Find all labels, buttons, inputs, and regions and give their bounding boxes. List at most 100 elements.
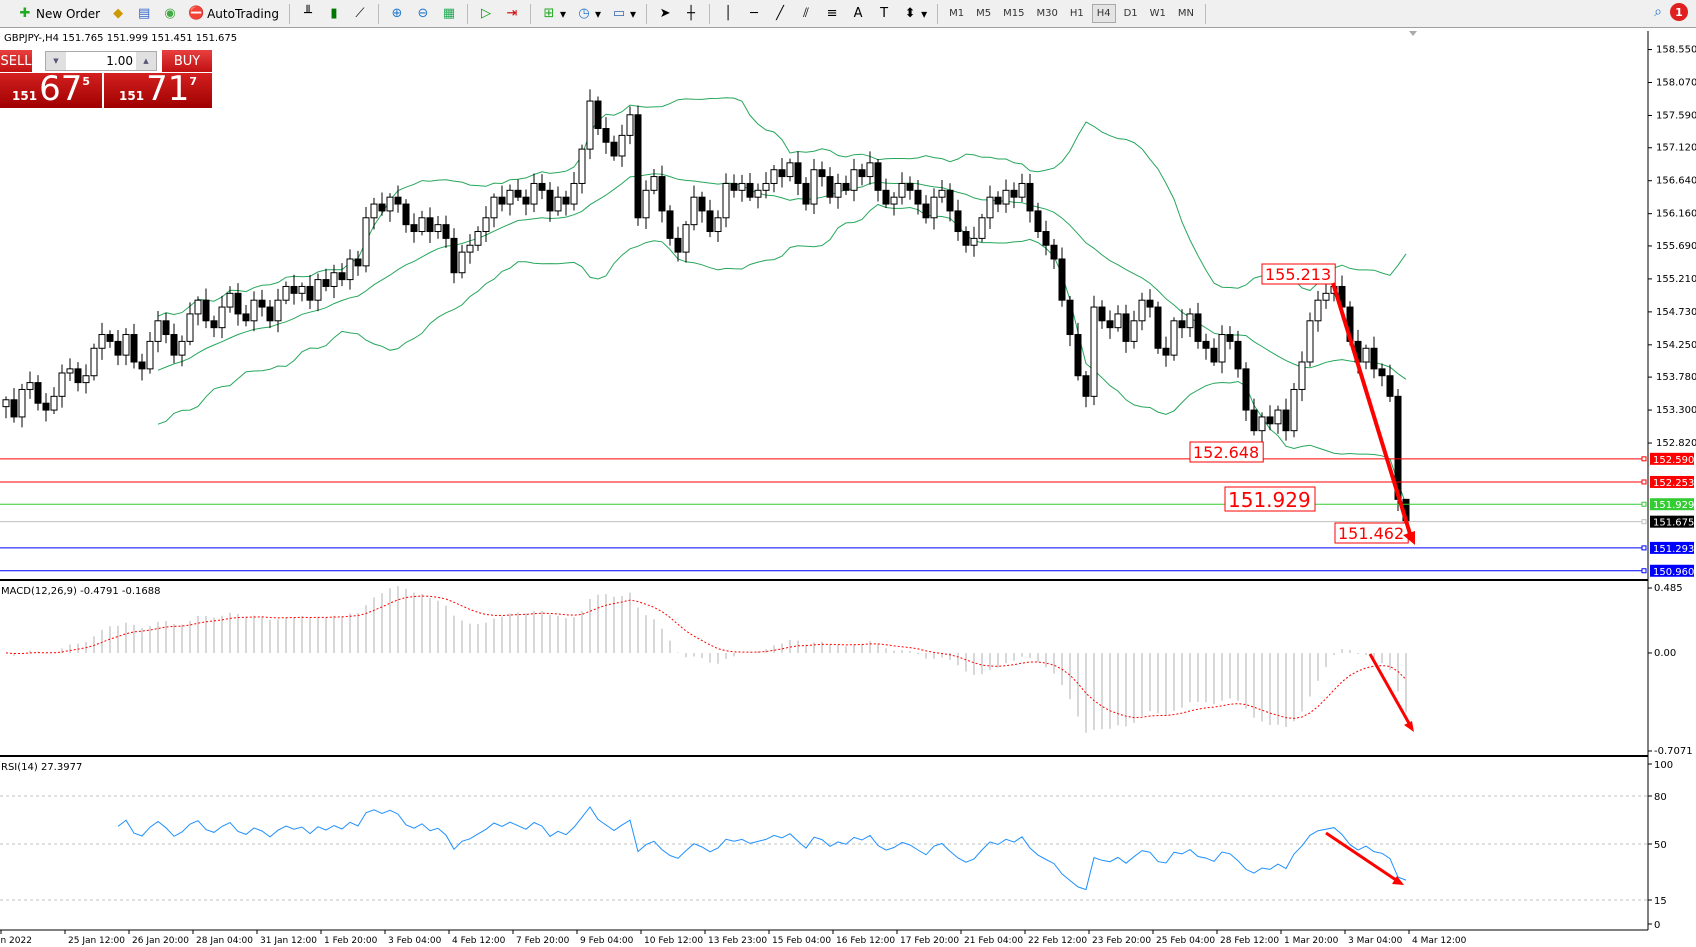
- candle-body: [1098, 306, 1106, 322]
- signals-button[interactable]: ◉: [159, 3, 181, 25]
- candlestick-button[interactable]: ▮: [323, 3, 345, 25]
- tile-windows-button[interactable]: ▦: [438, 3, 460, 25]
- candle: [178, 335, 186, 367]
- increase-lot-icon[interactable]: ▲: [136, 52, 156, 70]
- candle: [138, 353, 146, 381]
- candle-body: [602, 128, 610, 143]
- candle: [1386, 364, 1394, 403]
- candle-body: [1266, 416, 1274, 425]
- decrease-lot-icon[interactable]: ▼: [46, 52, 66, 70]
- candle: [394, 185, 402, 213]
- cursor-button[interactable]: ➤: [654, 3, 676, 25]
- sell-button[interactable]: SELL: [0, 50, 32, 72]
- candle: [218, 295, 226, 339]
- chart-info: GBPJPY-,H4 151.765 151.999 151.451 151.6…: [4, 33, 238, 44]
- buy-price[interactable]: 151 71 7: [104, 72, 212, 108]
- price-tick-label: 157.590: [1656, 110, 1696, 121]
- time-label: 25 Feb 04:00: [1156, 936, 1215, 946]
- candle: [730, 174, 738, 198]
- candle: [330, 264, 338, 299]
- metaeditor-button[interactable]: ◆: [107, 3, 129, 25]
- candle-body: [250, 299, 258, 322]
- time-label: 10 Feb 12:00: [644, 936, 703, 946]
- text-label-button[interactable]: T: [873, 3, 895, 25]
- candle: [954, 199, 962, 241]
- candle: [834, 173, 842, 209]
- candle-body: [906, 182, 914, 191]
- sell-price[interactable]: 151 67 5: [0, 72, 102, 108]
- vertical-line-button[interactable]: │: [717, 3, 739, 25]
- candle-body: [810, 169, 818, 205]
- candle: [1242, 362, 1250, 421]
- timeframe-m30[interactable]: M30: [1036, 8, 1058, 19]
- arrows-icon: ⬍: [904, 6, 916, 21]
- bollinger-lower: [157, 203, 1407, 505]
- candle-body: [506, 189, 514, 205]
- autotrading-button[interactable]: ⛔ AutoTrading: [188, 6, 279, 21]
- candle: [1050, 238, 1058, 269]
- arrow-head: [1404, 721, 1414, 732]
- candle: [514, 179, 522, 202]
- timeframe-m1[interactable]: M1: [949, 8, 965, 19]
- chart-shift-button[interactable]: ⇥: [501, 3, 523, 25]
- candle-body: [98, 334, 106, 349]
- candle-body: [674, 237, 682, 253]
- timeframe-m15[interactable]: M15: [1003, 8, 1025, 19]
- candle-body: [762, 182, 770, 191]
- time-label: 21 Feb 04:00: [964, 936, 1023, 946]
- lot-size-input[interactable]: [66, 54, 136, 68]
- notification-badge[interactable]: 1: [1670, 3, 1688, 21]
- arrows-button[interactable]: ⬍ ▾: [899, 3, 930, 25]
- candle: [1130, 310, 1138, 349]
- indicators-button[interactable]: ⊞ ▾: [538, 3, 569, 25]
- fibonacci-button[interactable]: ⫽: [795, 3, 817, 25]
- candle-body: [466, 244, 474, 253]
- candle-body: [290, 285, 298, 294]
- zoom-out-button[interactable]: ⊖: [412, 3, 434, 25]
- candle-body: [82, 375, 90, 384]
- candle: [538, 174, 546, 200]
- candle: [746, 172, 754, 202]
- crosshair-button[interactable]: ┼: [680, 3, 702, 25]
- price-label-box: [1189, 441, 1264, 463]
- candle-body: [994, 196, 1002, 205]
- bar-chart-button[interactable]: ╨: [297, 3, 319, 25]
- fibonacci-fan-button[interactable]: ≡: [821, 3, 843, 25]
- candle-body: [986, 196, 994, 219]
- candle-body: [626, 114, 634, 136]
- text-button[interactable]: A: [847, 3, 869, 25]
- timeframe-m5[interactable]: M5: [976, 8, 992, 19]
- candle-body: [490, 196, 498, 219]
- candle: [282, 281, 290, 305]
- candle: [946, 183, 954, 222]
- new-order-button[interactable]: ✚ New Order: [14, 3, 103, 25]
- indicators-icon: ⊞: [543, 6, 555, 21]
- buy-button[interactable]: BUY: [162, 50, 212, 72]
- periods-button[interactable]: ◷ ▾: [573, 3, 604, 25]
- autoscroll-button[interactable]: ▷: [475, 3, 497, 25]
- candle: [98, 322, 106, 360]
- timeframe-h1[interactable]: H1: [1069, 8, 1084, 19]
- candle: [610, 135, 618, 161]
- time-label: 9 Feb 04:00: [580, 936, 634, 946]
- candle: [890, 192, 898, 216]
- horizontal-line-button[interactable]: ─: [743, 3, 765, 25]
- candle-body: [746, 182, 754, 198]
- timeframe-h4[interactable]: H4: [1091, 4, 1116, 23]
- search-icon[interactable]: ⌕: [1654, 4, 1662, 20]
- market-watch-button[interactable]: ▤: [133, 3, 155, 25]
- timeframe-d1[interactable]: D1: [1123, 8, 1138, 19]
- line-chart-button[interactable]: ⟋: [349, 3, 371, 25]
- lot-size-stepper[interactable]: ▼ ▲: [45, 51, 157, 71]
- trendline-button[interactable]: ╱: [769, 3, 791, 25]
- timeframe-w1[interactable]: W1: [1149, 8, 1166, 19]
- candle: [498, 185, 506, 212]
- candle: [506, 184, 514, 216]
- timeframe-mn[interactable]: MN: [1177, 8, 1195, 19]
- candle-body: [1114, 313, 1122, 329]
- candle: [690, 185, 698, 231]
- time-label: 23 Feb 20:00: [1092, 936, 1151, 946]
- zoom-in-button[interactable]: ⊕: [386, 3, 408, 25]
- templates-button[interactable]: ▭ ▾: [612, 6, 637, 21]
